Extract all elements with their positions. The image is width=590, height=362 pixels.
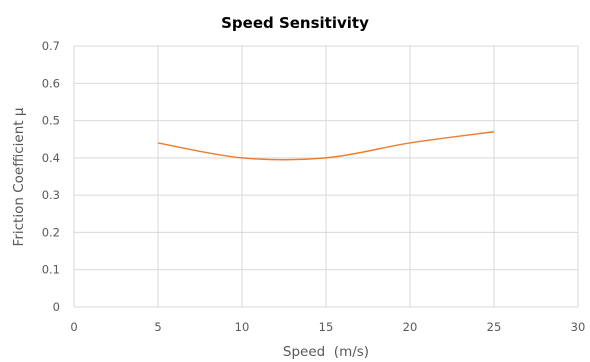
y-tick-label: 0.5 xyxy=(42,114,60,128)
x-tick-label: 15 xyxy=(319,320,334,334)
chart-title: Speed Sensitivity xyxy=(221,14,369,32)
y-tick-label: 0 xyxy=(53,300,60,314)
y-tick-label: 0.6 xyxy=(42,76,60,90)
y-tick-label: 0.3 xyxy=(42,188,60,202)
x-tick-label: 10 xyxy=(235,320,250,334)
tick-labels: 0 0.1 0.2 0.3 0.4 0.5 0.6 0.7 0 5 10 15 20 25 30 xyxy=(42,39,586,334)
x-tick-label: 20 xyxy=(403,320,418,334)
y-tick-label: 0.1 xyxy=(42,263,60,277)
y-tick-label: 0.4 xyxy=(42,151,60,165)
x-tick-label: 0 xyxy=(70,320,77,334)
y-axis-label: Friction Coefficient μ xyxy=(11,107,27,246)
y-tick-label: 0.2 xyxy=(42,225,60,239)
x-tick-label: 30 xyxy=(571,320,586,334)
grid xyxy=(73,45,579,308)
x-axis-label: Speed (m/s) xyxy=(283,344,369,360)
x-tick-label: 5 xyxy=(154,320,161,334)
y-tick-label: 0.7 xyxy=(42,39,60,53)
series-lines xyxy=(157,131,495,161)
x-tick-label: 25 xyxy=(487,320,502,334)
